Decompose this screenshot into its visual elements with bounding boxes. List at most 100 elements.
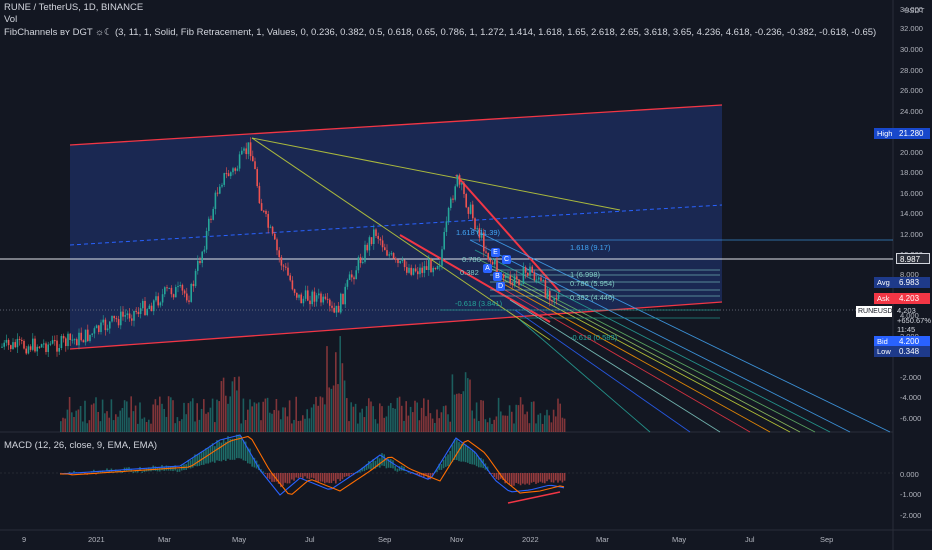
volume-bar [264, 398, 267, 432]
candle-body [21, 339, 23, 341]
fib-fan-line[interactable] [504, 289, 751, 433]
bar-countdown: 11:45 [897, 325, 916, 334]
trendline-yellow-2[interactable] [251, 137, 551, 341]
volume-bar [374, 419, 377, 432]
time-axis-label: Sep [820, 535, 834, 544]
macd-histogram-bar [262, 471, 264, 473]
volume-bar [401, 405, 403, 432]
macd-histogram-bar [504, 473, 506, 484]
volume-bar [214, 422, 216, 432]
price-axis-label: -2.000 [900, 373, 922, 382]
volume-bar [517, 405, 520, 432]
fib-fan-line[interactable] [499, 281, 771, 433]
fib-fan-line[interactable] [469, 239, 851, 433]
candle-body [469, 204, 472, 214]
channel-mid-line[interactable] [69, 204, 723, 246]
volume-bar [222, 377, 225, 432]
volume-bar [431, 418, 434, 432]
candle-body [461, 183, 463, 185]
candle-body [58, 347, 60, 352]
wave-label-e[interactable]: E [491, 248, 500, 257]
volume-bar [68, 396, 71, 432]
volume-bar [170, 397, 172, 432]
macd-histogram-bar [541, 473, 544, 483]
chart-title[interactable]: RUNE / TetherUS, 1D, BINANCE [4, 2, 144, 13]
avg-tag: Avg [874, 277, 896, 288]
candle-body [505, 276, 507, 279]
volume-bar [277, 410, 280, 432]
candle-body [49, 343, 52, 345]
wedge-lower[interactable] [455, 174, 561, 293]
candle-body [254, 161, 256, 170]
volume-bar [363, 417, 366, 432]
indicator-label[interactable]: FibChannels ʙʏ DGT ☼☾ (3, 11, 1, Solid, … [4, 27, 877, 38]
candle-body [520, 284, 522, 286]
candle-body [45, 343, 47, 352]
candle-body [542, 280, 544, 282]
candle-body [353, 277, 355, 280]
volume-bar [143, 417, 146, 432]
macd-histogram-bar [515, 473, 517, 483]
candle-body [104, 319, 107, 331]
macd-histogram-bar [398, 466, 401, 471]
macd-histogram-bar [502, 473, 504, 481]
wedge-upper[interactable] [399, 234, 551, 323]
candle-body [458, 175, 461, 185]
macd-histogram-bar [561, 473, 564, 483]
macd-histogram-bar [233, 438, 236, 460]
volume-bar [82, 421, 84, 432]
fib-fan-line[interactable] [519, 319, 651, 433]
channel-upper-line[interactable] [69, 104, 723, 146]
volume-bar [209, 407, 212, 432]
candle-body [403, 259, 406, 268]
candle-body [67, 333, 69, 347]
volume-bar [332, 385, 335, 432]
wave-label-a[interactable]: A [483, 264, 492, 273]
volume-label[interactable]: Vol [4, 14, 18, 25]
macd-divergence-line[interactable] [507, 491, 561, 504]
signal-line[interactable] [60, 435, 565, 495]
fib-fan-line[interactable] [514, 309, 691, 433]
volume-bar [141, 418, 143, 432]
trendline-yellow-1[interactable] [251, 137, 621, 211]
volume-bar [493, 419, 495, 432]
candle-body [406, 267, 408, 273]
fib-fan-line[interactable] [494, 274, 791, 433]
price-change: +650.67% [897, 316, 931, 325]
fib-fan-line[interactable] [509, 299, 721, 433]
macd-histogram-bar [374, 460, 377, 469]
macd-histogram-bar [189, 460, 192, 469]
candle-body [175, 287, 177, 298]
volume-bar [253, 402, 256, 432]
volume-bar [117, 416, 119, 432]
candle-body [76, 339, 78, 346]
price-axis-label: 20.000 [900, 148, 923, 157]
volume-bar [181, 419, 183, 432]
volume-bar [563, 418, 566, 432]
fib-fan-line[interactable] [469, 227, 891, 433]
wave-label-d[interactable]: D [496, 282, 505, 291]
candle-body [172, 294, 175, 298]
macd-histogram-bar [328, 473, 330, 484]
macd-histogram-bar [321, 473, 324, 482]
wave-label-b[interactable]: B [493, 272, 502, 281]
candle-body [441, 249, 443, 266]
volume-bar [154, 399, 157, 432]
fib-fan-line[interactable] [489, 267, 801, 433]
fib-fan-line[interactable] [479, 259, 816, 433]
symbol-box[interactable]: RUNEUSDT [856, 306, 897, 317]
macd-axis-label: -1.000 [900, 490, 922, 499]
volume-bar [321, 397, 324, 432]
macd-histogram-bar [251, 455, 253, 467]
candle-body [533, 272, 536, 281]
volume-bar [123, 400, 126, 432]
candle-body [384, 247, 386, 251]
wave-label-c[interactable]: C [502, 255, 511, 264]
volume-bar [126, 401, 128, 432]
macd-label[interactable]: MACD (12, 26, close, 9, EMA, EMA) [4, 440, 158, 451]
macd-line[interactable] [59, 434, 565, 496]
candle-body [190, 283, 192, 302]
macd-pane [0, 434, 893, 504]
